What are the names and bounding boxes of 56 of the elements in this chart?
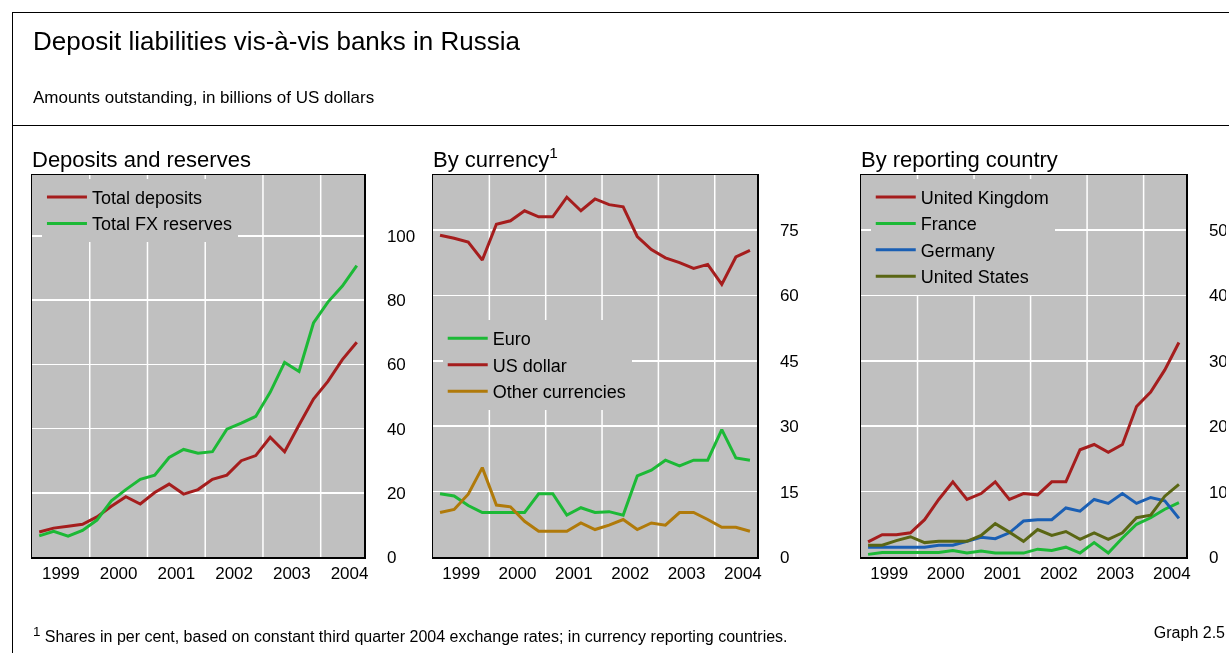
line-series [866,501,1181,556]
line-series [37,340,359,534]
y-tick-label: 45 [779,351,799,371]
caption: Graph 2.5 [1153,624,1225,642]
y-tick-label: 0 [779,547,790,567]
line-series [866,482,1181,547]
x-tick-label: 2002 [611,563,650,583]
line-series [438,466,752,533]
y-tick-label: 60 [386,355,406,375]
line-series [866,492,1181,549]
text: Deposit liabilities vis-à-vis banks in Russia [33,26,520,57]
y-tick-label: 75 [779,220,799,240]
text: Amounts outstanding, in billions of US dollars [33,88,375,108]
x-tick-label: 2001 [983,563,1022,583]
y-tick-label: 100 [386,226,416,246]
legend-label: Euro [492,329,531,350]
line-series [438,428,752,517]
y-tick-label: 40 [386,419,406,439]
y-tick-label: 0 [386,547,397,567]
x-tick-label: 2001 [554,563,593,583]
x-tick-label: 2002 [215,563,253,583]
x-tick-label: 2003 [667,563,706,583]
x-tick-label: 2004 [724,563,762,583]
x-tick-label: 1999 [442,563,481,583]
y-tick-label: 30 [779,417,799,437]
y-tick-label: 0 [1208,547,1219,567]
y-tick-label: 80 [386,291,406,311]
x-tick-label: 1999 [870,563,909,583]
line-series [866,340,1181,544]
x-tick-label: 2003 [1096,563,1135,583]
x-tick-label: 2001 [157,563,196,583]
line-series [37,264,359,538]
legend-label: Total deposits [91,188,203,209]
legend-label: Other currencies [492,382,626,403]
x-tick-label: 2000 [926,563,965,583]
chart-title: Deposits and reserves [32,147,251,172]
y-tick-label: 15 [779,482,799,502]
x-tick-label: 2004 [1152,563,1191,583]
x-tick-label: 1999 [41,563,80,583]
text: $^{1}$ Shares in per cent, based on constant third quarter 2004 exchange rates; in currency reporting countries. [33,624,788,647]
x-tick-label: 2002 [1039,563,1078,583]
x-tick-label: 2000 [498,563,537,583]
x-tick-label: 2000 [99,563,138,583]
x-tick-label: 2003 [272,563,311,583]
legend-label: United Kingdom [920,188,1049,209]
legend-label: Total FX reserves [91,214,233,235]
legend-label: US dollar [492,355,567,376]
line-series [438,195,752,286]
chart-title: By reporting country [861,147,1058,172]
y-tick-label: 20 [386,483,406,503]
y-tick-label: 60 [779,286,799,306]
chart-title: By currency$^{1}$ [433,143,558,172]
legend-label: Germany [920,240,995,261]
legend-label: France [920,214,977,235]
legend-label: United States [920,267,1029,288]
x-tick-label: 2004 [330,563,369,583]
